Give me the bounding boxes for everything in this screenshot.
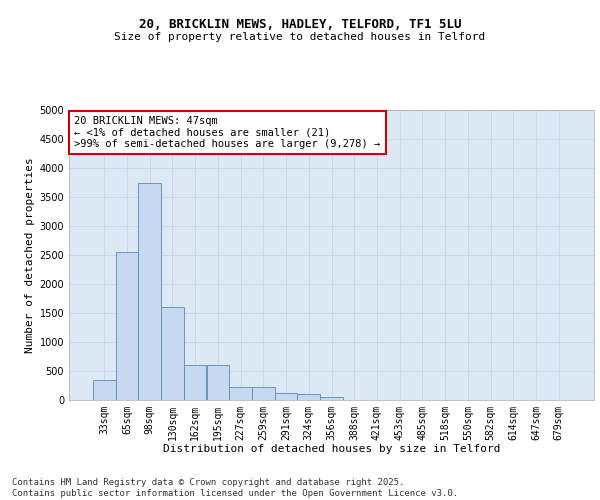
Bar [139,182,161,400]
Text: 20 BRICKLIN MEWS: 47sqm
← <1% of detached houses are smaller (21)
>99% of semi-d: 20 BRICKLIN MEWS: 47sqm ← <1% of detache… [74,116,380,149]
Text: Contains HM Land Registry data © Crown copyright and database right 2025.
Contai: Contains HM Land Registry data © Crown c… [12,478,458,498]
Bar [320,397,343,400]
Y-axis label: Number of detached properties: Number of detached properties [25,157,35,353]
Bar [298,394,320,400]
Text: 20, BRICKLIN MEWS, HADLEY, TELFORD, TF1 5LU: 20, BRICKLIN MEWS, HADLEY, TELFORD, TF1 … [139,18,461,30]
Bar [161,307,184,400]
Bar [229,386,252,400]
Bar [252,386,275,400]
X-axis label: Distribution of detached houses by size in Telford: Distribution of detached houses by size … [163,444,500,454]
Text: Size of property relative to detached houses in Telford: Size of property relative to detached ho… [115,32,485,42]
Bar [93,380,116,400]
Bar [206,365,229,400]
Bar [275,393,298,400]
Bar [116,252,139,400]
Bar [184,365,206,400]
